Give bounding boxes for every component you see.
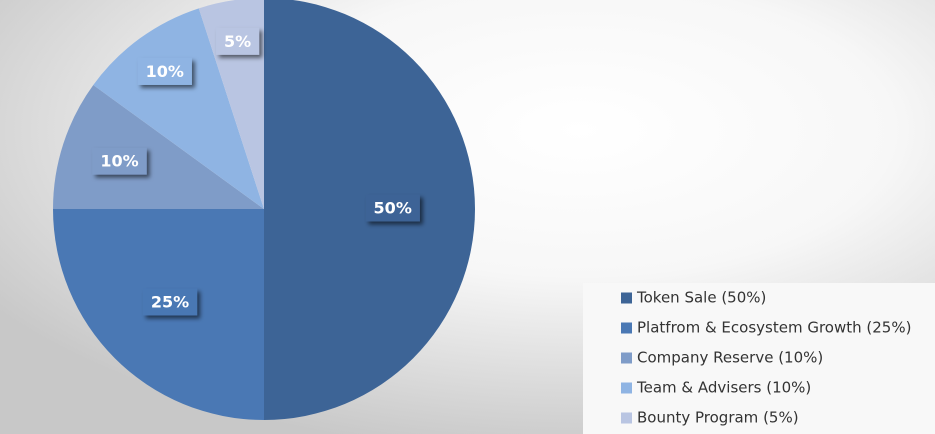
legend-label: Platfrom & Ecosystem Growth (25%) — [637, 319, 911, 337]
legend-label: Team & Advisers (10%) — [636, 379, 811, 397]
legend-label: Company Reserve (10%) — [637, 349, 823, 367]
data-label: 5% — [224, 32, 251, 51]
legend-swatch — [621, 412, 632, 424]
data-label-box — [92, 147, 147, 175]
data-label-box — [216, 27, 260, 55]
legend-swatch — [621, 292, 632, 304]
pie-slice — [93, 8, 264, 210]
legend-label: Bounty Program (5%) — [637, 409, 799, 427]
legend-label: Token Sale (50%) — [636, 289, 766, 307]
data-label: 10% — [146, 62, 184, 81]
pie-slice — [53, 84, 264, 209]
legend-swatch — [621, 322, 632, 334]
data-label: 25% — [151, 292, 189, 311]
data-label: 10% — [100, 152, 138, 171]
data-label-box — [365, 194, 420, 222]
legend-box — [583, 283, 935, 434]
data-label: 50% — [374, 199, 412, 218]
legend-swatch — [621, 352, 632, 364]
data-label-box — [142, 288, 198, 316]
data-label-box — [137, 57, 192, 85]
legend-swatch — [621, 382, 632, 394]
